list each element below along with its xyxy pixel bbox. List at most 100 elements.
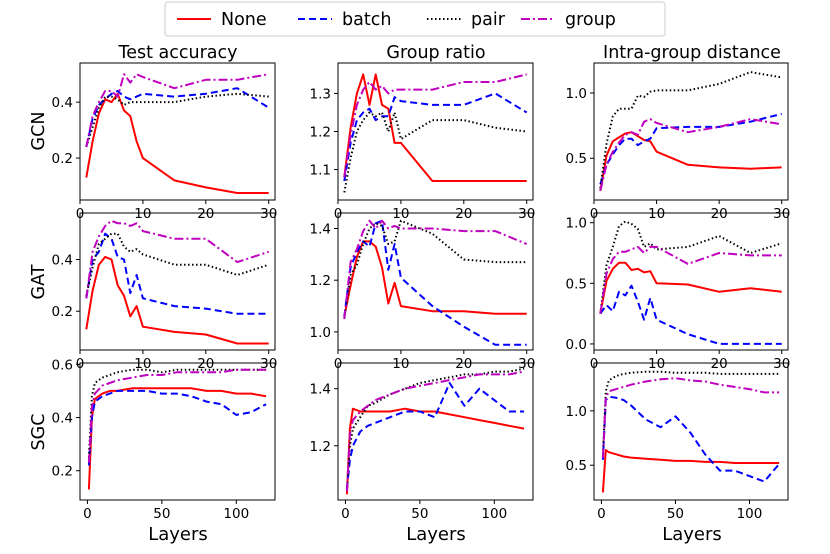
y-tick-label: 1.0 xyxy=(566,86,587,102)
panel-gat-intra-group-distance-series xyxy=(599,220,782,345)
x-tick-label: 50 xyxy=(667,506,684,522)
x-tick-label: 10 xyxy=(392,206,409,222)
y-tick-label: 1.4 xyxy=(310,222,331,238)
x-tick-label: 30 xyxy=(518,206,535,222)
series-line-pair xyxy=(599,71,782,189)
legend-label-pair: pair xyxy=(471,10,506,30)
row-label-sgc: SGC xyxy=(29,414,49,451)
y-tick-label: 1.0 xyxy=(566,404,587,420)
series-line-batch xyxy=(343,219,527,346)
axes-frame xyxy=(337,362,534,501)
axes-frame xyxy=(337,212,534,351)
panel-sgc-test-accuracy: 0 50 100 0.2 0.4 0.6 xyxy=(52,357,276,522)
y-tick-label: 0.2 xyxy=(52,151,73,167)
series-line-pair xyxy=(87,368,267,458)
x-tick-label: 50 xyxy=(153,506,170,522)
y-tick-label: 0.5 xyxy=(566,151,587,167)
x-tick-label: 30 xyxy=(773,206,790,222)
series-line-pair xyxy=(343,111,527,193)
panel-gat-test-accuracy-series xyxy=(85,219,270,345)
series-line-pair xyxy=(601,370,780,455)
series-line-none xyxy=(343,240,527,317)
row-label-gat: GAT xyxy=(29,264,49,299)
x-tick-label: 30 xyxy=(260,206,277,222)
x-tick-label: 100 xyxy=(737,506,763,522)
series-line-group xyxy=(85,73,269,148)
x-tick-label: 50 xyxy=(411,506,428,522)
series-line-none xyxy=(85,255,269,345)
panel-gat-group-ratio: 0 10 20 301.01.21.4 xyxy=(310,212,535,372)
x-tick-label: 30 xyxy=(773,356,790,372)
y-tick-label: 1.0 xyxy=(566,216,587,232)
series-line-none xyxy=(345,407,525,495)
panel-gat-test-accuracy: 0 10 20 300.20.4 xyxy=(52,212,277,372)
series-line-batch xyxy=(85,87,270,148)
series-line-group xyxy=(599,118,782,192)
series-line-pair xyxy=(343,219,527,320)
x-tick-label: 20 xyxy=(197,206,214,222)
y-tick-label: 1.3 xyxy=(310,86,331,102)
y-tick-label: 1.0 xyxy=(310,325,331,341)
x-tick-label: 30 xyxy=(260,356,277,372)
panel-sgc-group-ratio-series xyxy=(345,367,525,495)
column-title-intra-group-distance: Intra-group distance xyxy=(603,43,781,63)
x-tick-label: 0 xyxy=(341,506,350,522)
y-tick-label: 1.2 xyxy=(310,125,331,141)
x-tick-label: 0 xyxy=(83,506,92,522)
series-line-group xyxy=(85,219,270,299)
x-tick-label: 10 xyxy=(134,356,151,372)
axes-frame xyxy=(79,212,276,351)
series-line-batch xyxy=(599,284,782,345)
series-line-none xyxy=(601,449,780,493)
y-tick-label: 0.4 xyxy=(52,253,73,269)
series-line-pair xyxy=(599,220,782,314)
x-axis-label-col2: Layers xyxy=(406,524,466,545)
series-line-batch xyxy=(343,92,528,182)
panel-gcn-group-ratio: 0 10 20 301.11.21.3 xyxy=(310,62,535,222)
x-tick-label: 20 xyxy=(455,206,472,222)
panel-gcn-test-accuracy-series xyxy=(85,73,270,194)
x-tick-label: 10 xyxy=(392,356,409,372)
y-tick-label: 1.4 xyxy=(310,382,331,398)
column-title-test-accuracy: Test accuracy xyxy=(118,43,238,63)
legend-label-none: None xyxy=(221,10,267,30)
series-line-group xyxy=(87,368,267,463)
panel-gcn-group-ratio-series xyxy=(343,73,528,193)
x-tick-label: 100 xyxy=(223,506,249,522)
axes-frame xyxy=(79,362,276,501)
axes-frame xyxy=(593,362,789,501)
panel-sgc-group-ratio: 0 50 100 1.2 1.4 xyxy=(310,362,534,522)
y-tick-label: 1.2 xyxy=(310,273,331,289)
axes-frame xyxy=(593,62,789,201)
y-tick-label: 1.1 xyxy=(310,163,331,179)
y-tick-label: 1.2 xyxy=(310,439,331,455)
y-tick-label: 0.5 xyxy=(566,276,587,292)
column-title-group-ratio: Group ratio xyxy=(386,43,485,63)
series-line-batch xyxy=(85,232,269,315)
x-tick-label: 20 xyxy=(711,206,728,222)
series-line-none xyxy=(87,387,267,490)
panel-gat-group-ratio-series xyxy=(343,219,528,346)
y-tick-label: 0.5 xyxy=(566,458,587,474)
x-tick-label: 20 xyxy=(711,356,728,372)
series-line-group xyxy=(343,73,527,178)
y-tick-label: 0.2 xyxy=(52,464,73,480)
legend: None batch pair group xyxy=(164,1,666,37)
y-tick-label: 0.6 xyxy=(52,357,73,373)
x-tick-label: 10 xyxy=(134,206,151,222)
series-line-batch xyxy=(599,112,782,185)
panel-gcn-intra-group-distance-series xyxy=(599,71,782,192)
x-axis-label-col3: Layers xyxy=(662,524,722,545)
series-line-none xyxy=(599,261,782,314)
series-line-pair xyxy=(345,367,525,492)
x-tick-label: 20 xyxy=(455,356,472,372)
x-tick-label: 0 xyxy=(597,506,606,522)
series-line-pair xyxy=(85,92,269,148)
legend-label-batch: batch xyxy=(342,10,391,30)
series-line-batch xyxy=(345,382,525,489)
series-line-group xyxy=(601,377,780,458)
series-line-batch xyxy=(87,389,267,466)
x-tick-label: 100 xyxy=(481,506,507,522)
y-tick-label: 0.0 xyxy=(566,337,587,353)
